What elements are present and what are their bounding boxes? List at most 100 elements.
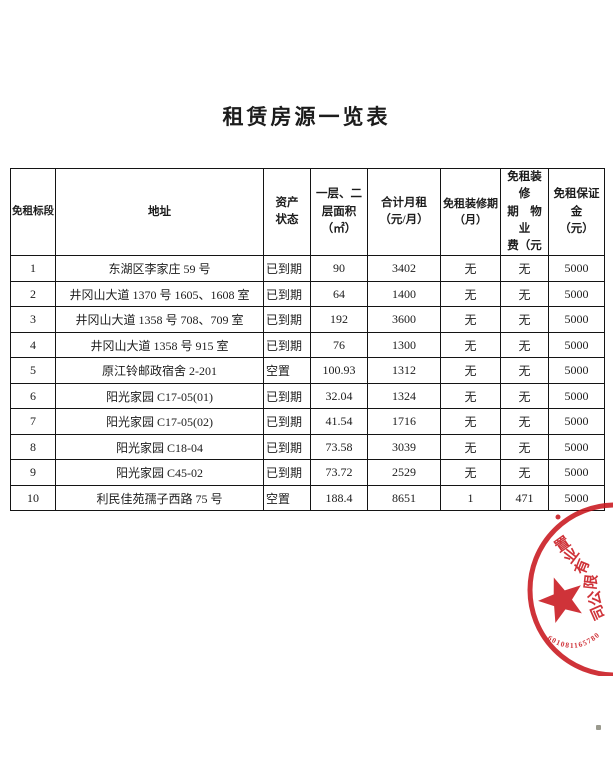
cell-property-fee: 无 (500, 255, 549, 282)
cell-address: 阳光家园 C17-05(01) (55, 382, 264, 410)
cell-address: 阳光家园 C17-05(02) (55, 408, 264, 435)
cell-deposit: 5000 (548, 408, 605, 435)
company-seal-stamp: 置 业 有 限 公 司 601081165780 (503, 498, 613, 676)
svg-text:有: 有 (571, 556, 593, 577)
table-row: 3 井冈山大道 1358 号 708、709 室 已到期 192 3600 无 … (10, 306, 605, 333)
cell-deposit: 5000 (548, 280, 605, 308)
table-row: 9 阳光家园 C45-02 已到期 73.72 2529 无 无 5000 (10, 459, 605, 486)
cell-status: 已到期 (263, 331, 311, 359)
cell-status: 已到期 (263, 408, 311, 435)
cell-free-period: 无 (440, 280, 501, 308)
cell-area: 76 (310, 331, 368, 359)
cell-no: 2 (10, 280, 56, 308)
rental-listings-table: 免租标段 地址 资产 状态 一层、二 层面积 （㎡） 合计月租 （元/月） 免租… (10, 167, 605, 512)
cell-deposit: 5000 (548, 459, 605, 486)
cell-property-fee: 无 (500, 357, 549, 384)
table-row: 6 阳光家园 C17-05(01) 已到期 32.04 1324 无 无 500… (10, 382, 605, 410)
cell-status: 已到期 (263, 382, 311, 410)
cell-property-fee: 无 (500, 433, 549, 461)
cell-area: 90 (310, 255, 368, 282)
cell-rent: 1312 (367, 357, 441, 384)
cell-deposit: 5000 (548, 331, 605, 359)
header-deposit: 免租保证 金 （元） (548, 167, 605, 257)
cell-no: 5 (10, 357, 56, 384)
cell-no: 8 (10, 433, 56, 461)
table-row: 4 井冈山大道 1358 号 915 室 已到期 76 1300 无 无 500… (10, 331, 605, 359)
header-status: 资产 状态 (263, 167, 311, 257)
cell-no: 7 (10, 408, 56, 435)
cell-status: 已到期 (263, 433, 311, 461)
cell-rent: 1300 (367, 331, 441, 359)
cell-address: 东湖区李家庄 59 号 (55, 255, 264, 282)
seal-serial-text: 601081165780 (546, 630, 602, 650)
cell-deposit: 5000 (548, 484, 605, 512)
cell-status: 已到期 (263, 280, 311, 308)
svg-text:限: 限 (582, 574, 600, 591)
cell-area: 188.4 (310, 484, 368, 512)
header-section: 免租标段 (10, 167, 56, 257)
header-free-period: 免租装修期 （月） (440, 167, 501, 257)
cell-status: 空置 (263, 484, 311, 512)
cell-free-period: 无 (440, 331, 501, 359)
header-address: 地址 (55, 167, 264, 257)
cell-address: 原江铃邮政宿舍 2-201 (55, 357, 264, 384)
cell-free-period: 无 (440, 408, 501, 435)
svg-text:置: 置 (552, 533, 574, 556)
cell-deposit: 5000 (548, 306, 605, 333)
cell-free-period: 1 (440, 484, 501, 512)
cell-area: 73.58 (310, 433, 368, 461)
cell-area: 32.04 (310, 382, 368, 410)
page-title: 租赁房源一览表 (222, 105, 391, 129)
cell-no: 4 (10, 331, 56, 359)
cell-free-period: 无 (440, 382, 501, 410)
cell-address: 井冈山大道 1370 号 1605、1608 室 (55, 280, 264, 308)
cell-deposit: 5000 (548, 357, 605, 384)
cell-area: 192 (310, 306, 368, 333)
cell-address: 井冈山大道 1358 号 708、709 室 (55, 306, 264, 333)
cell-rent: 3402 (367, 255, 441, 282)
cell-rent: 8651 (367, 484, 441, 512)
cell-deposit: 5000 (548, 255, 605, 282)
cell-free-period: 无 (440, 459, 501, 486)
table-row: 10 利民佳苑孺子西路 75 号 空置 188.4 8651 1 471 500… (10, 484, 605, 512)
cell-address: 阳光家园 C45-02 (55, 459, 264, 486)
cell-free-period: 无 (440, 433, 501, 461)
cell-status: 已到期 (263, 255, 311, 282)
table-row: 5 原江铃邮政宿舍 2-201 空置 100.93 1312 无 无 5000 (10, 357, 605, 384)
cell-free-period: 无 (440, 255, 501, 282)
cell-property-fee: 无 (500, 459, 549, 486)
cell-rent: 1324 (367, 382, 441, 410)
cell-area: 73.72 (310, 459, 368, 486)
header-area: 一层、二 层面积 （㎡） (310, 167, 368, 257)
cell-property-fee: 无 (500, 382, 549, 410)
cell-free-period: 无 (440, 357, 501, 384)
cell-free-period: 无 (440, 306, 501, 333)
header-property-fee: 免租装修 期 物业 费（元 (500, 167, 549, 257)
table-row: 8 阳光家园 C18-04 已到期 73.58 3039 无 无 5000 (10, 433, 605, 461)
svg-text:业: 业 (560, 545, 583, 567)
cell-rent: 1400 (367, 280, 441, 308)
table-row: 1 东湖区李家庄 59 号 已到期 90 3402 无 无 5000 (10, 255, 605, 282)
cell-status: 空置 (263, 357, 311, 384)
seal-star-icon (538, 577, 582, 624)
cell-property-fee: 无 (500, 408, 549, 435)
cell-property-fee: 无 (500, 306, 549, 333)
table-row: 2 井冈山大道 1370 号 1605、1608 室 已到期 64 1400 无… (10, 280, 605, 308)
seal-ring (527, 502, 613, 676)
cell-no: 10 (10, 484, 56, 512)
header-rent: 合计月租 （元/月） (367, 167, 441, 257)
cell-rent: 1716 (367, 408, 441, 435)
svg-text:司: 司 (588, 602, 610, 623)
cell-rent: 3039 (367, 433, 441, 461)
table-header-row: 免租标段 地址 资产 状态 一层、二 层面积 （㎡） 合计月租 （元/月） 免租… (10, 167, 605, 257)
cell-property-fee: 无 (500, 280, 549, 308)
cell-address: 井冈山大道 1358 号 915 室 (55, 331, 264, 359)
cell-status: 已到期 (263, 306, 311, 333)
table-row: 7 阳光家园 C17-05(02) 已到期 41.54 1716 无 无 500… (10, 408, 605, 435)
cell-property-fee: 无 (500, 331, 549, 359)
cell-deposit: 5000 (548, 382, 605, 410)
cell-no: 6 (10, 382, 56, 410)
cell-area: 41.54 (310, 408, 368, 435)
cell-rent: 3600 (367, 306, 441, 333)
